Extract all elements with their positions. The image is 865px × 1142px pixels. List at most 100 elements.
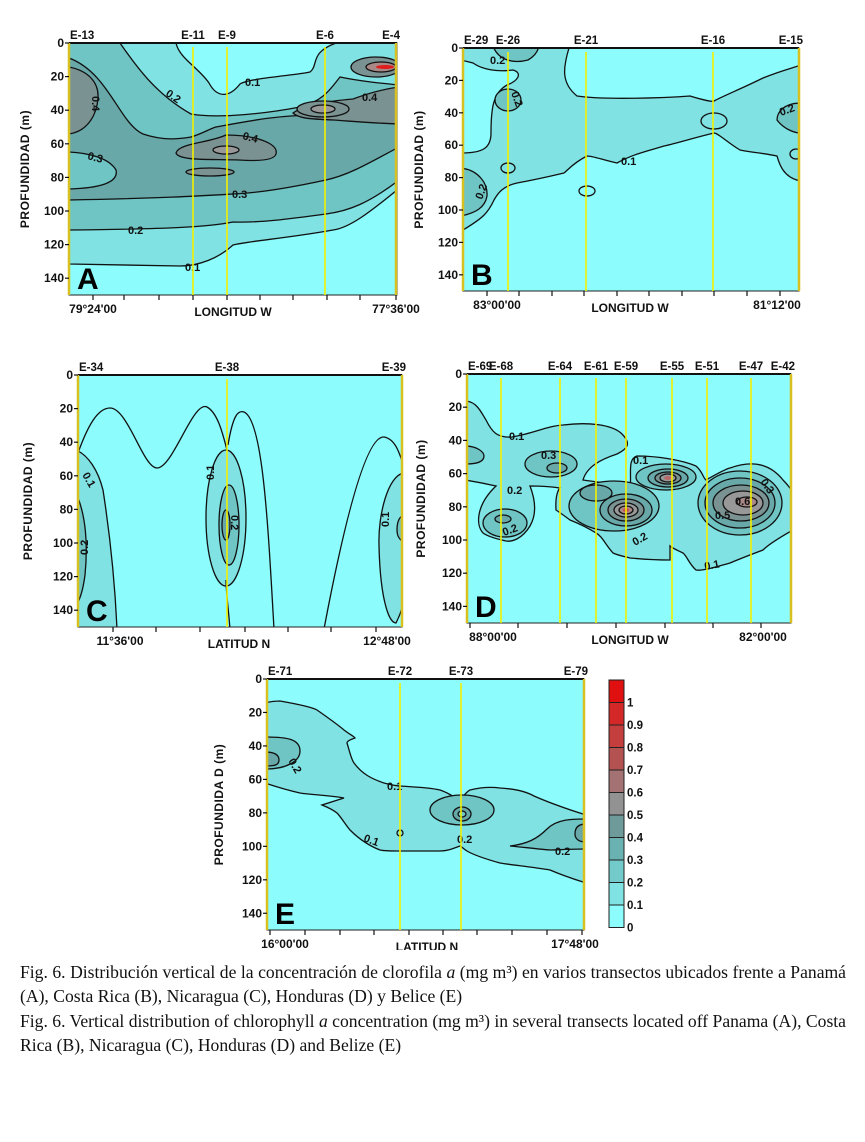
contour-label: 0.4 (241, 130, 260, 146)
x-tick-label: 88°00'00 (469, 630, 517, 644)
contour-label: 0.3 (232, 189, 247, 201)
colorbar-swatch (608, 837, 625, 861)
x-tick-label: 77°36'00 (372, 302, 420, 316)
contour-label: 0.1 (509, 431, 524, 443)
x-tick-label: 16°00'00 (261, 937, 309, 950)
depth-tick-label: 140 (242, 906, 262, 920)
contour-label: 0.1 (205, 465, 217, 480)
x-axis-title: LATITUD N (208, 637, 270, 651)
contour-label: 0.1 (362, 833, 380, 850)
contour-label: 0.6 (735, 496, 750, 508)
panel-letter: C (86, 595, 108, 628)
y-axis-title: PROFUNDIDAD (m) (18, 110, 32, 228)
depth-tick-label: 60 (445, 138, 459, 152)
colorbar-swatch (608, 724, 625, 748)
colorbar-label: 0.3 (627, 855, 643, 867)
contour-field (78, 375, 402, 627)
panel-e-belize: 0.2 0.1 0.1 0.2 0.2 E-71 E-72 E-73 E-790204… (212, 666, 599, 950)
colorbar-legend: 1 0.9 0.8 0.7 0.6 0.5 0.4 0.3 0.2 0.1 0 (608, 679, 644, 935)
x-tick-label: 11°36'00 (96, 634, 143, 648)
colorbar-label: 0.5 (627, 810, 644, 822)
colorbar-label: 0.7 (627, 765, 643, 777)
depth-tick-label: 140 (53, 603, 73, 617)
colorbar-label: 0.1 (627, 900, 644, 912)
colorbar-label: 0.9 (627, 720, 643, 732)
depth-tick-label: 40 (51, 103, 65, 117)
depth-tick-label: 20 (60, 402, 74, 416)
station-label: E-38 (215, 362, 240, 374)
colorbar-swatch (608, 859, 625, 883)
station-label: E-34 (79, 362, 104, 374)
colorbar-swatch (608, 792, 625, 816)
station-label: E-68 (489, 361, 514, 373)
depth-tick-label: 80 (249, 806, 263, 820)
contour-label: 0.1 (633, 455, 648, 467)
depth-tick-label: 120 (53, 570, 73, 584)
station-label: E-69 (468, 361, 492, 373)
y-axis-title: PROFUNDIDAD (m) (414, 439, 428, 557)
depth-tick-label: 80 (449, 500, 463, 514)
y-axis-title: PROFUNDIDAD (m) (21, 442, 35, 560)
depth-tick-label: 60 (249, 772, 263, 786)
depth-tick-label: 60 (60, 469, 74, 483)
station-label: E-59 (614, 361, 638, 373)
x-tick-label: 17°48'00 (551, 937, 599, 950)
panel-d-honduras: 0.1 0.3 0.2 0.2 0.1 0.2 0.6 0.5 0.3 0.1 … (414, 361, 795, 647)
colorbar-swatch (608, 814, 625, 838)
depth-tick-label: 140 (44, 271, 64, 285)
depth-tick-label: 60 (449, 467, 463, 481)
contour-label: 0.2 (490, 55, 505, 67)
station-label: E-71 (268, 666, 293, 678)
contour-field (69, 43, 397, 295)
depth-tick-label: 20 (445, 73, 459, 87)
station-label: E-16 (701, 35, 725, 47)
station-label: E-72 (388, 666, 412, 678)
contour-label: 0.1 (380, 512, 392, 527)
panel-b-costa-rica: 0.2 0.2 0.1 0.2 0.2 E-29 E-26 E-21 E-16 E-15… (412, 35, 804, 315)
y-axis-title: PROFUNDIDAD (m) (412, 110, 426, 228)
station-label: E-26 (496, 35, 520, 47)
station-label: E-61 (584, 361, 609, 373)
station-label: E-42 (771, 361, 795, 373)
station-label: E-6 (316, 30, 334, 42)
x-tick-label: 83°00'00 (473, 298, 521, 312)
depth-tick-label: 120 (44, 238, 64, 252)
depth-tick-label: 100 (442, 533, 462, 547)
station-label: E-64 (548, 361, 573, 373)
depth-tick-label: 40 (449, 433, 463, 447)
station-label: E-4 (382, 30, 401, 42)
depth-tick-label: 100 (438, 203, 458, 217)
colorbar-swatch (608, 747, 625, 771)
depth-tick-label: 0 (57, 36, 64, 50)
depth-tick-label: 60 (51, 137, 65, 151)
colorbar-swatch (608, 702, 625, 726)
x-axis-title: LONGITUD W (591, 301, 669, 315)
station-label: E-39 (382, 362, 406, 374)
panel-a-panama: 0.1 0.2 0.4 0.4 0.4 0.3 0.3 0.2 0.1 E-13… (18, 30, 420, 319)
contour-label: 0.2 (457, 834, 472, 846)
contour-label: 0.5 (715, 510, 730, 522)
station-label: E-9 (218, 30, 236, 42)
contour-label: 0.2 (128, 225, 143, 237)
station-label: E-15 (779, 35, 804, 47)
station-label: E-79 (564, 666, 588, 678)
panel-letter: D (475, 591, 497, 624)
contour-label: 0.1 (621, 156, 636, 168)
x-tick-label: 81°12'00 (753, 298, 801, 312)
colorbar-label: 0.2 (627, 878, 643, 890)
depth-tick-label: 40 (60, 435, 74, 449)
station-label: E-29 (464, 35, 488, 47)
depth-tick-label: 120 (438, 235, 458, 249)
colorbar-swatch (608, 769, 625, 793)
depth-tick-label: 100 (53, 536, 73, 550)
station-label: E-73 (449, 666, 473, 678)
contour-label: 0.2 (228, 515, 240, 530)
panel-letter: E (275, 898, 295, 931)
contour-label: 0.2 (501, 522, 519, 539)
x-axis-title: LATITUD N (396, 940, 458, 950)
x-tick-label: 79°24'00 (69, 302, 117, 316)
depth-tick-label: 20 (51, 70, 65, 84)
colorbar-swatch (608, 904, 625, 928)
contour-label: 0.4 (89, 96, 101, 112)
depth-tick-label: 100 (242, 839, 262, 853)
